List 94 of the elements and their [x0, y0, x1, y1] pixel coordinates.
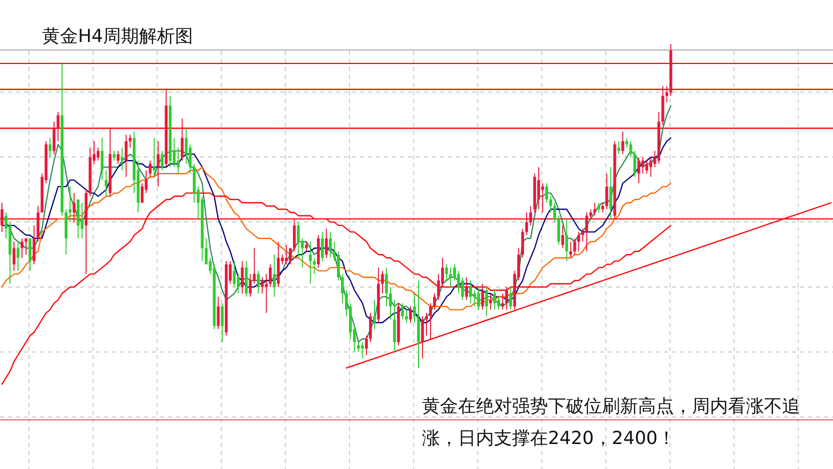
candlestick [505, 286, 508, 310]
candlestick [324, 228, 328, 258]
chart-title: 黄金H4周期解析图 [42, 26, 193, 47]
candlestick [32, 224, 36, 265]
candlestick [401, 302, 404, 320]
candlestick [112, 150, 116, 162]
candlestick [72, 192, 76, 223]
candlestick [593, 202, 596, 216]
candlestick [312, 257, 316, 275]
candlestick [573, 238, 576, 256]
candlestick [116, 150, 120, 164]
candlestick [637, 156, 640, 184]
candlestick [445, 264, 448, 282]
candlestick [429, 302, 432, 340]
candlestick [365, 335, 368, 356]
candlestick [292, 218, 296, 252]
candlestick [140, 182, 144, 204]
candlestick [529, 206, 532, 226]
candlestick [417, 280, 420, 368]
candlestick [28, 238, 32, 272]
candlestick [272, 254, 276, 298]
candlestick [320, 231, 324, 262]
candlestick [68, 186, 72, 223]
candlestick [256, 270, 260, 294]
text: 黄金在绝对强势下破位刷新高点，周内看涨不追涨，日内支撑在2420，2400！ [422, 396, 800, 449]
candlestick [124, 134, 128, 178]
candlestick [120, 147, 124, 171]
candlestick [328, 231, 332, 258]
candlestick [288, 248, 292, 265]
candlestick [561, 224, 564, 249]
candlestick [525, 212, 528, 236]
candlestick [481, 283, 484, 310]
candlestick [357, 342, 360, 352]
candlestick [421, 316, 424, 359]
candlestick [665, 86, 668, 103]
candlestick [268, 264, 272, 288]
candlestick [361, 342, 364, 359]
candlestick [12, 241, 16, 272]
candlestick [405, 309, 408, 324]
candlestick [232, 260, 236, 288]
candlestick [248, 274, 252, 298]
candlestick [56, 112, 60, 142]
candlestick [493, 290, 496, 310]
candlestick [381, 270, 384, 294]
candlestick [409, 306, 412, 324]
candlestick [308, 241, 312, 284]
candlestick [617, 140, 620, 155]
candlestick [16, 241, 20, 272]
candlestick [485, 286, 488, 317]
candlestick [0, 202, 4, 232]
candlestick [541, 182, 544, 213]
candlestick [156, 140, 160, 188]
candlestick [393, 299, 396, 352]
candlestick [477, 286, 480, 310]
candlestick [337, 250, 340, 282]
candlestick [449, 267, 452, 288]
candlestick [585, 212, 588, 252]
candlestick [296, 222, 300, 258]
candlestick [100, 137, 104, 181]
candlestick [537, 166, 540, 210]
candlestick [433, 292, 436, 310]
candlestick [80, 202, 84, 239]
candlestick [465, 276, 468, 300]
candlestick [373, 299, 376, 330]
candlestick [96, 147, 100, 162]
candlestick [473, 290, 476, 307]
candlestick [497, 296, 500, 310]
candlestick [461, 276, 464, 300]
candlestick [625, 137, 628, 148]
candlestick [489, 292, 492, 310]
candlestick [152, 137, 156, 178]
candlestick [300, 238, 304, 268]
candlestick [341, 274, 344, 304]
candlestick [521, 228, 524, 258]
candlestick [24, 238, 28, 256]
candlestick [545, 182, 548, 204]
candlestick [621, 130, 624, 155]
candlestick [553, 202, 556, 223]
candlestick [389, 286, 392, 320]
candlestick [369, 312, 372, 343]
candlestick [160, 150, 164, 171]
candlestick [509, 286, 512, 310]
candlestick [425, 312, 428, 336]
candlestick [104, 170, 108, 197]
candlestick [565, 218, 568, 262]
candlestick [457, 270, 460, 294]
candlestick [52, 121, 56, 155]
candlestick [20, 238, 24, 258]
candlestick [304, 241, 308, 252]
candlestick [469, 280, 472, 304]
candlestick [413, 292, 416, 324]
candlestick [385, 267, 388, 307]
candlestick [48, 137, 52, 158]
candlestick [501, 292, 504, 310]
